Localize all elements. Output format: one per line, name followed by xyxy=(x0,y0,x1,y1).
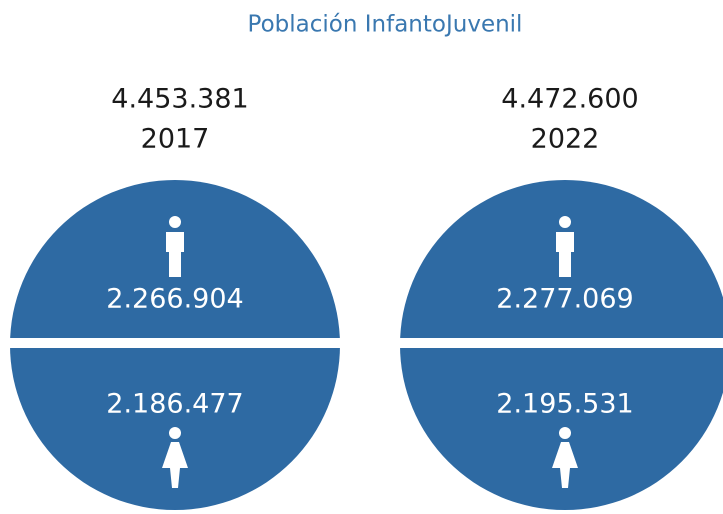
female-icon-head xyxy=(559,427,571,439)
male-count: 2.277.069 xyxy=(496,284,633,315)
divider xyxy=(395,338,723,348)
male-icon-head xyxy=(559,216,571,228)
female-count: 2.195.531 xyxy=(496,389,633,420)
year: 2022 xyxy=(531,124,600,155)
male-count: 2.266.904 xyxy=(106,284,243,315)
female-icon-body xyxy=(162,442,188,488)
divider xyxy=(5,338,345,348)
female-count: 2.186.477 xyxy=(106,389,243,420)
male-icon-body xyxy=(556,232,574,277)
male-icon-head xyxy=(169,216,181,228)
title: Población InfantoJuvenil xyxy=(248,12,523,38)
total: 4.472.600 xyxy=(501,84,638,115)
female-icon-head xyxy=(169,427,181,439)
male-icon-body xyxy=(166,232,184,277)
female-icon-body xyxy=(552,442,578,488)
total: 4.453.381 xyxy=(111,84,248,115)
year: 2017 xyxy=(141,124,210,155)
